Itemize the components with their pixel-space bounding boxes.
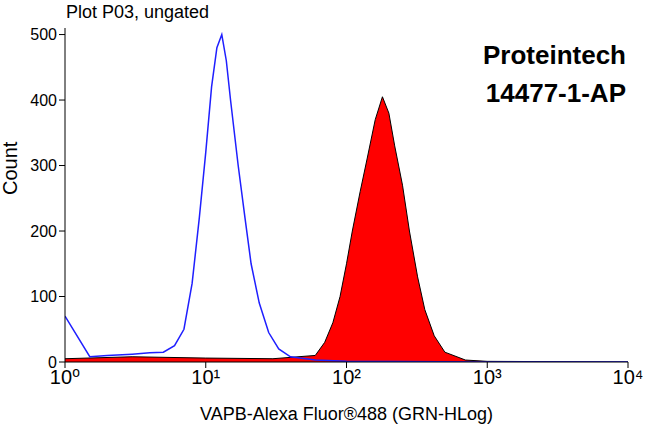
svg-text:300: 300 — [30, 157, 57, 174]
html-text:14477-1-AP: 14477-1-AP — [485, 78, 626, 108]
svg-text:VAPB-Alexa Fluor®488 (GRN-HLog: VAPB-Alexa Fluor®488 (GRN-HLog) — [200, 404, 493, 424]
svg-text:10²: 10² — [332, 366, 361, 388]
svg-text:200: 200 — [30, 223, 57, 240]
svg-text:0: 0 — [48, 354, 57, 371]
svg-text:500: 500 — [30, 26, 57, 43]
svg-text:400: 400 — [30, 92, 57, 109]
svg-text:10¹: 10¹ — [191, 366, 220, 388]
svg-text:10⁴: 10⁴ — [613, 366, 642, 388]
html-text:Plot P03, ungated: Plot P03, ungated — [66, 2, 210, 22]
svg-text:10³: 10³ — [473, 366, 502, 388]
svg-text:Count: Count — [8, 141, 21, 195]
svg-text:10⁰: 10⁰ — [49, 366, 81, 389]
svg-text:100: 100 — [30, 288, 57, 305]
html-text:Proteintech: Proteintech — [483, 40, 626, 70]
